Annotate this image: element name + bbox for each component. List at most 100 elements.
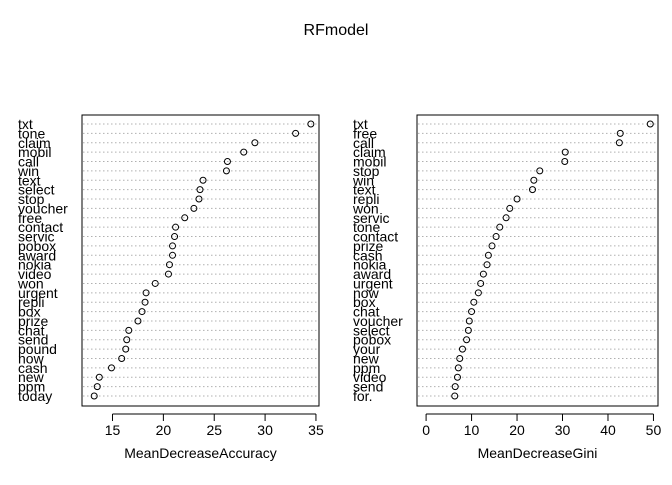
data-point bbox=[492, 233, 500, 241]
data-point bbox=[195, 195, 203, 203]
category-label: cash bbox=[18, 360, 48, 376]
category-label: ppm bbox=[18, 379, 45, 395]
category-label: won bbox=[17, 275, 44, 291]
category-label: send bbox=[353, 379, 383, 395]
category-label: call bbox=[18, 154, 39, 170]
category-label: win bbox=[17, 163, 39, 179]
data-point bbox=[151, 279, 159, 287]
data-point bbox=[165, 261, 173, 269]
category-label: select bbox=[353, 322, 390, 338]
data-point bbox=[190, 204, 198, 212]
data-point bbox=[138, 308, 146, 316]
category-label: mobil bbox=[18, 144, 51, 160]
category-label: call bbox=[353, 135, 374, 151]
data-point bbox=[95, 373, 103, 381]
data-point bbox=[463, 336, 471, 344]
category-label: txt bbox=[18, 116, 33, 132]
data-point bbox=[464, 326, 472, 334]
category-label: voucher bbox=[353, 313, 403, 329]
category-label: now bbox=[18, 350, 45, 366]
category-label: claim bbox=[353, 144, 386, 160]
data-point bbox=[561, 148, 569, 156]
category-label: select bbox=[18, 182, 55, 198]
data-point bbox=[483, 261, 491, 269]
data-point bbox=[222, 167, 230, 175]
category-label: won bbox=[352, 200, 379, 216]
data-point bbox=[502, 214, 510, 222]
x-tick-label: 20 bbox=[509, 422, 525, 438]
x-tick-label: 30 bbox=[555, 422, 571, 438]
data-point bbox=[468, 308, 476, 316]
data-point bbox=[118, 354, 126, 362]
data-point bbox=[451, 392, 459, 400]
category-label: txt bbox=[353, 116, 368, 132]
data-point bbox=[458, 345, 466, 353]
data-point bbox=[142, 289, 150, 297]
category-label: nokia bbox=[353, 257, 387, 273]
category-label: ppm bbox=[353, 360, 380, 376]
category-label: video bbox=[18, 266, 52, 282]
panel-mean-decrease-gini: txtfreecallclaimmobilstopwintextrepliwon… bbox=[352, 114, 662, 461]
plot-frame bbox=[81, 114, 320, 407]
x-tick-label: 40 bbox=[600, 422, 616, 438]
data-point bbox=[123, 336, 131, 344]
data-point bbox=[125, 326, 133, 334]
category-label: nokia bbox=[18, 257, 52, 273]
data-point bbox=[615, 139, 623, 147]
data-point bbox=[453, 373, 461, 381]
data-point bbox=[90, 392, 98, 400]
data-point bbox=[474, 289, 482, 297]
data-point bbox=[561, 158, 569, 166]
data-point bbox=[196, 186, 204, 194]
data-point bbox=[199, 176, 207, 184]
data-point bbox=[470, 298, 478, 306]
category-label: new bbox=[353, 350, 380, 366]
data-point bbox=[454, 364, 462, 372]
category-label: award bbox=[353, 266, 391, 282]
category-label: chat bbox=[353, 304, 380, 320]
x-axis-label: MeanDecreaseGini bbox=[478, 445, 598, 461]
data-point bbox=[616, 129, 624, 137]
data-point bbox=[479, 270, 487, 278]
data-point bbox=[451, 383, 459, 391]
panel-mean-decrease-accuracy: txttoneclaimmobilcallwintextselectstopvo… bbox=[17, 114, 324, 461]
category-label: video bbox=[353, 369, 387, 385]
data-point bbox=[181, 214, 189, 222]
data-point bbox=[465, 317, 473, 325]
data-point bbox=[240, 148, 248, 156]
x-tick-label: 15 bbox=[105, 422, 121, 438]
data-point bbox=[171, 233, 179, 241]
category-label: text bbox=[18, 172, 41, 188]
category-label: chat bbox=[18, 322, 45, 338]
data-point bbox=[536, 167, 544, 175]
data-point bbox=[307, 120, 315, 128]
data-point bbox=[141, 298, 149, 306]
category-label: pobox bbox=[353, 332, 391, 348]
data-point bbox=[513, 195, 521, 203]
data-point bbox=[484, 251, 492, 259]
category-label: pound bbox=[18, 341, 57, 357]
x-tick-label: 50 bbox=[646, 422, 662, 438]
data-point bbox=[164, 270, 172, 278]
x-tick-label: 20 bbox=[156, 422, 172, 438]
x-tick-label: 10 bbox=[464, 422, 480, 438]
category-label: free bbox=[353, 125, 377, 141]
data-point bbox=[488, 242, 496, 250]
category-label: today bbox=[18, 388, 52, 404]
data-point bbox=[251, 139, 259, 147]
category-label: for. bbox=[353, 388, 372, 404]
data-point bbox=[496, 223, 504, 231]
category-label: new bbox=[18, 369, 45, 385]
category-label: award bbox=[18, 247, 56, 263]
category-label: tone bbox=[353, 219, 380, 235]
category-label: text bbox=[353, 182, 376, 198]
category-label: send bbox=[18, 332, 48, 348]
data-point bbox=[528, 186, 536, 194]
category-label: prize bbox=[18, 313, 49, 329]
category-label: repli bbox=[353, 191, 379, 207]
data-point bbox=[134, 317, 142, 325]
category-label: mobil bbox=[353, 154, 386, 170]
category-label: tone bbox=[18, 125, 45, 141]
category-label: free bbox=[18, 210, 42, 226]
